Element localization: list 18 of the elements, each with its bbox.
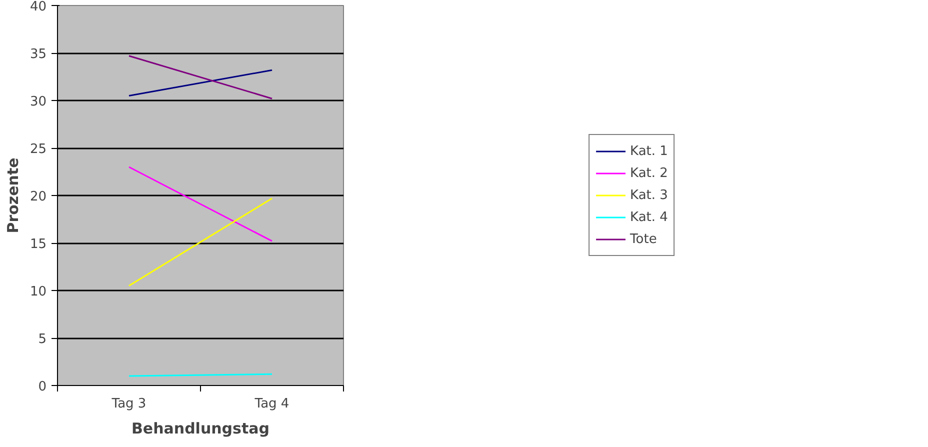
x-axis-title: Behandlungstag bbox=[131, 420, 270, 438]
y-tick-label: 5 bbox=[38, 332, 47, 347]
y-tick-label: 30 bbox=[30, 94, 47, 110]
y-tick-label: 20 bbox=[30, 190, 47, 204]
y-tick-label: 35 bbox=[30, 47, 47, 62]
y-tick-label: 15 bbox=[30, 237, 47, 252]
x-tick-label: Tag 4 bbox=[254, 396, 290, 412]
y-tick-label: 10 bbox=[30, 284, 47, 300]
y-tick-label: 25 bbox=[30, 142, 47, 157]
legend-label: Kat. 1 bbox=[630, 144, 668, 158]
y-axis-title: Prozente bbox=[4, 158, 22, 234]
legend-label: Kat. 2 bbox=[630, 166, 668, 180]
y-tick-label: 0 bbox=[38, 380, 47, 394]
legend-label: Tote bbox=[630, 232, 657, 246]
y-tick-label: 40 bbox=[30, 0, 47, 14]
x-tick-label: Tag 3 bbox=[110, 396, 146, 412]
legend-label: Kat. 4 bbox=[630, 210, 668, 224]
legend-label: Kat. 3 bbox=[630, 188, 668, 202]
